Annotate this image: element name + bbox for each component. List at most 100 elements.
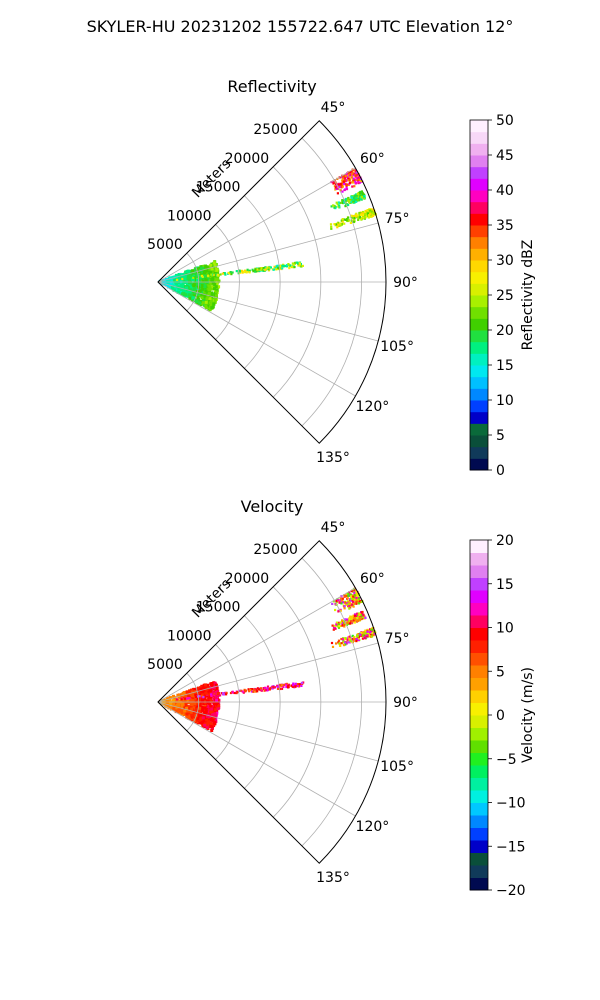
- echo-gate: [196, 281, 200, 285]
- echo-gate: [166, 281, 170, 285]
- echo-gate: [210, 269, 214, 273]
- echo-gate: [254, 688, 257, 691]
- echo-gate: [350, 200, 353, 203]
- echo-gate: [355, 178, 358, 181]
- echo-gate: [282, 683, 285, 686]
- echo-gate: [259, 687, 262, 690]
- echo-gate: [354, 174, 357, 177]
- echo-gate: [202, 718, 206, 721]
- echo-gate: [201, 716, 205, 720]
- range-tick-label: 10000: [167, 208, 212, 224]
- echo-gate: [364, 216, 367, 219]
- echo-gate: [341, 601, 344, 604]
- colorbar-swatch: [470, 852, 488, 866]
- echo-gate: [191, 697, 195, 701]
- echo-gate: [275, 268, 278, 271]
- echo-gate: [186, 290, 189, 294]
- colorbar-swatch: [470, 190, 488, 203]
- echo-gate: [191, 694, 195, 698]
- echo-gate: [354, 169, 357, 172]
- colorbar-swatch: [470, 740, 488, 753]
- echo-gate: [369, 628, 372, 631]
- echo-gate: [206, 269, 210, 273]
- echo-gate: [338, 185, 341, 188]
- echo-gate: [182, 273, 186, 277]
- range-tick-label: 15000: [196, 180, 241, 196]
- echo-gate: [335, 187, 338, 190]
- echo-gate: [209, 698, 212, 702]
- echo-gate: [341, 597, 344, 600]
- echo-gate: [285, 265, 289, 268]
- angle-tick-label: 45°: [321, 520, 346, 536]
- echo-gate: [259, 688, 262, 691]
- echo-gate: [209, 721, 213, 725]
- echo-gate: [340, 222, 344, 225]
- echo-gate: [211, 285, 215, 289]
- echo-gate: [368, 209, 371, 212]
- echo-gate: [343, 620, 346, 623]
- echo-gate: [205, 718, 209, 722]
- echo-gate: [202, 264, 206, 268]
- echo-gate: [209, 278, 213, 282]
- echo-gate: [360, 178, 363, 181]
- echo-gate: [204, 691, 208, 695]
- echo-gate: [344, 643, 347, 646]
- echo-gate: [168, 276, 172, 280]
- colorbar-swatch: [470, 248, 488, 261]
- colorbar-swatch: [470, 777, 488, 791]
- echo-gate: [210, 306, 214, 310]
- reflectivity-panel: Reflectivity45°60°75°90°105°120°135°5000…: [147, 77, 536, 479]
- echo-gate: [355, 617, 358, 620]
- echo-gate: [272, 268, 275, 271]
- echo-gate: [215, 687, 219, 690]
- echo-gate: [231, 271, 234, 274]
- echo-gate: [344, 601, 347, 604]
- echo-gate: [345, 594, 348, 597]
- echo-gate: [244, 689, 248, 692]
- echo-gate: [339, 621, 342, 624]
- colorbar-swatch: [470, 665, 488, 678]
- echo-gate: [210, 707, 214, 711]
- echo-gate: [369, 212, 372, 215]
- echo-gate: [351, 589, 355, 592]
- echo-gate: [171, 699, 175, 703]
- colorbar-swatch: [470, 306, 488, 319]
- echo-gate: [353, 637, 356, 641]
- echo-gate: [349, 639, 352, 643]
- echo-gate: [216, 693, 220, 697]
- echo-gate: [350, 214, 353, 218]
- colorbar-swatch: [470, 365, 488, 378]
- azimuth-gridline: [157, 701, 356, 817]
- echo-gate: [208, 308, 212, 312]
- echo-gate: [357, 179, 360, 182]
- echo-gate: [352, 615, 355, 618]
- echo-gate: [212, 686, 216, 690]
- angle-tick-label: 75°: [385, 631, 410, 647]
- echo-gate: [177, 290, 181, 294]
- echo-gate: [190, 707, 194, 711]
- echo-gate: [344, 218, 347, 221]
- echo-gate: [215, 711, 219, 715]
- polar-frame: [157, 540, 387, 864]
- echo-gate: [205, 688, 209, 692]
- echo-gate: [330, 641, 334, 645]
- echo-gate: [349, 606, 352, 609]
- echo-gate: [269, 266, 272, 269]
- echo-gate: [216, 689, 220, 693]
- echo-gate: [334, 188, 337, 191]
- echo-gate: [344, 618, 347, 621]
- echo-gate: [185, 697, 189, 700]
- echo-gate: [286, 685, 289, 688]
- echo-gate: [337, 623, 340, 626]
- angle-tick-label: 90°: [393, 275, 418, 291]
- echo-gate: [356, 592, 359, 595]
- echo-gate: [214, 693, 217, 696]
- echo-gate: [205, 297, 209, 301]
- echo-gate: [246, 268, 249, 271]
- colorbar-swatch: [470, 752, 488, 766]
- echo-gate: [262, 687, 265, 690]
- echo-gate: [297, 264, 300, 267]
- echo-gate: [352, 605, 355, 608]
- echo-gate: [351, 615, 354, 618]
- echo-gate: [353, 614, 357, 617]
